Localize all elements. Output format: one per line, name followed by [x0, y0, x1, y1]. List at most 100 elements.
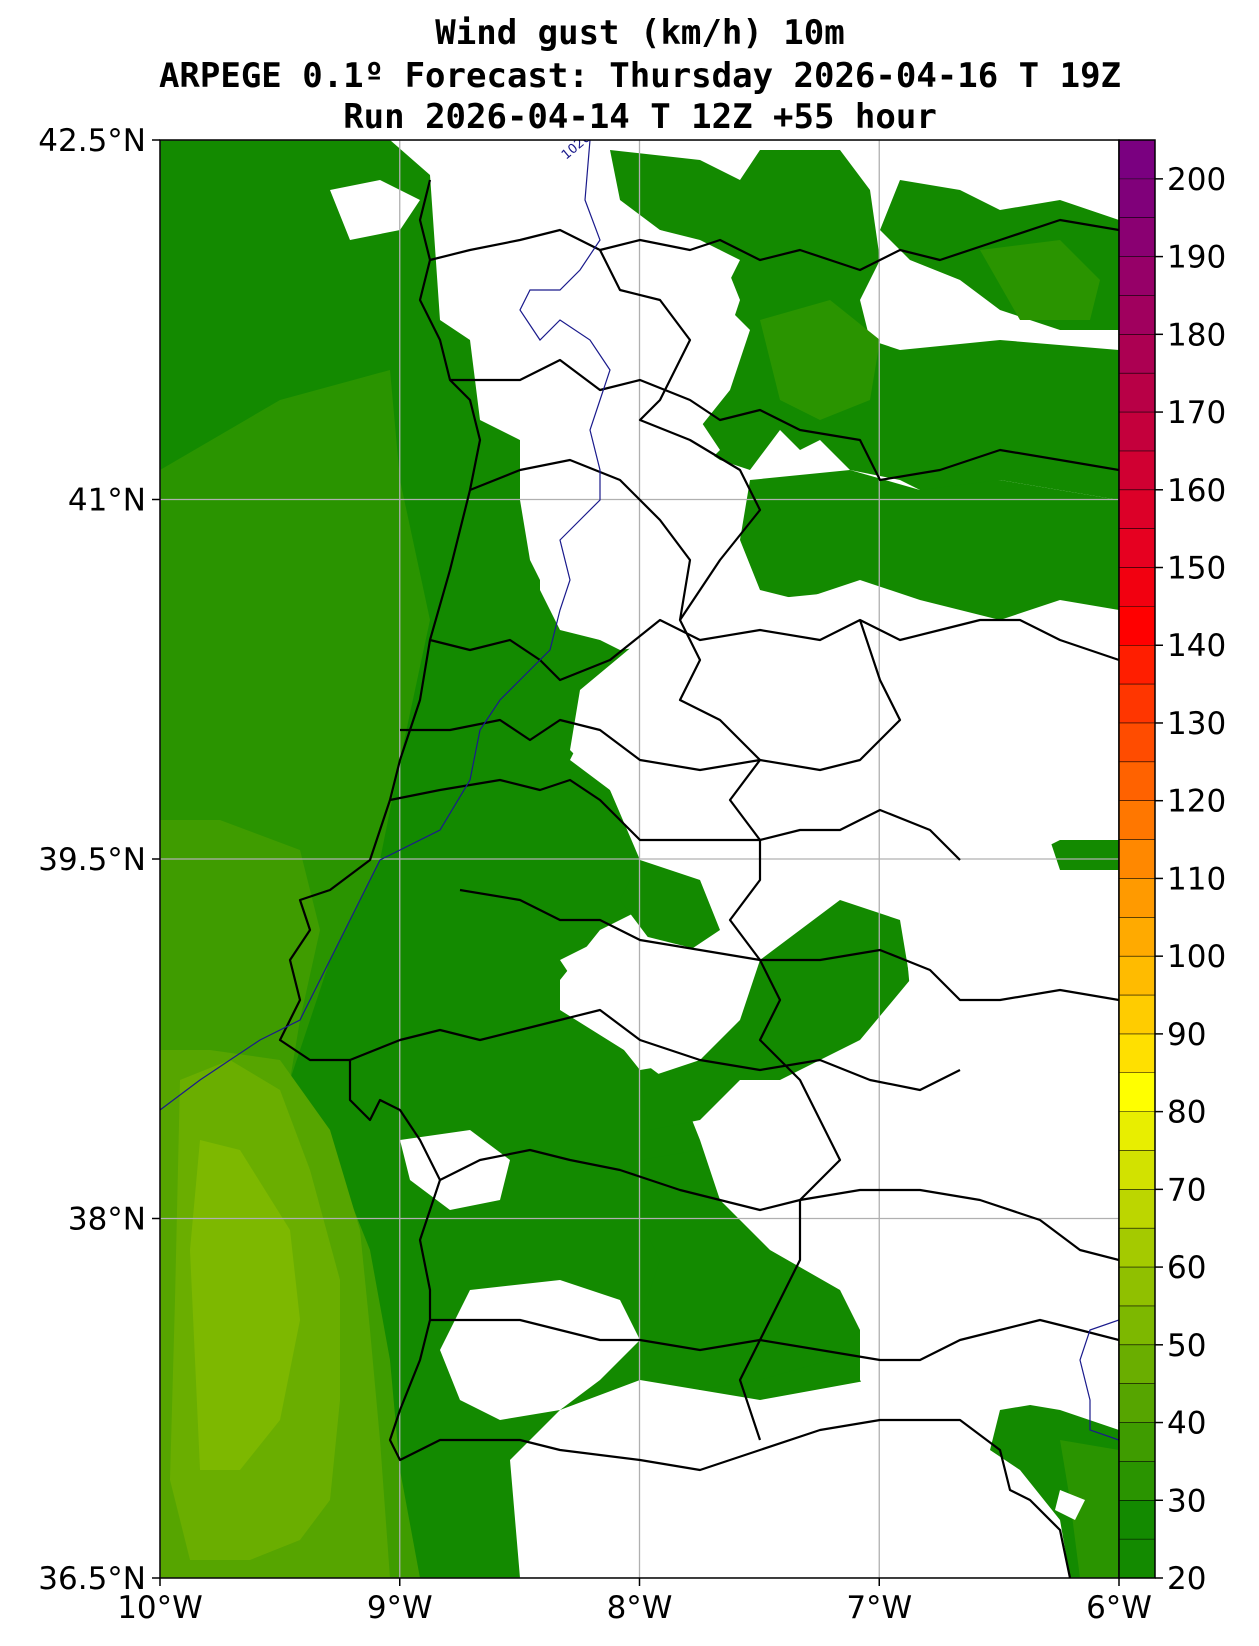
- colorbar-segment: [1119, 1033, 1155, 1073]
- colorbar-tick-label: 50: [1167, 1328, 1206, 1364]
- gust-patch-central-3: [640, 900, 910, 1130]
- x-tick-label: 7°W: [846, 1590, 912, 1626]
- calm-area-6: [400, 1130, 510, 1210]
- gust-patch-south-5: [1060, 1440, 1119, 1578]
- calm-area-8: [860, 1280, 1119, 1430]
- colorbar-segment: [1119, 489, 1155, 529]
- calm-area-9: [330, 180, 420, 240]
- colorbar-segment: [1119, 567, 1155, 607]
- gust-patch-north-4: [980, 240, 1100, 320]
- colorbar-segment: [1119, 295, 1155, 335]
- gust-field-ocean-55: [190, 1140, 300, 1470]
- colorbar-tick-label: 120: [1167, 784, 1226, 820]
- y-tick-label: 36.5°N: [38, 1561, 146, 1597]
- colorbar-tick-label: 140: [1167, 628, 1226, 664]
- colorbar-segment: [1119, 1267, 1155, 1306]
- colorbar-segment: [1119, 528, 1155, 568]
- district-lines-6: [459, 888, 1119, 1002]
- border-spain-north: [429, 218, 1119, 272]
- colorbar-segment: [1119, 684, 1155, 723]
- title-line-2: ARPEGE 0.1º Forecast: Thursday 2026-04-1…: [159, 56, 1121, 96]
- colorbar-segment: [1119, 917, 1155, 957]
- district-lines-3: [429, 618, 1119, 682]
- colorbar-segment: [1119, 722, 1155, 762]
- colorbar-tick-label: 20: [1167, 1561, 1206, 1597]
- x-tick-label: 8°W: [607, 1590, 673, 1626]
- colorbar-tick-label: 170: [1167, 395, 1226, 431]
- colorbar-segment: [1119, 800, 1155, 840]
- colorbar-tick-label: 180: [1167, 317, 1226, 353]
- coastline: [278, 179, 1072, 1578]
- colorbar-segment: [1119, 1150, 1155, 1190]
- colorbar-tick-label: 80: [1167, 1095, 1206, 1131]
- isobar-line-se: [1079, 1319, 1119, 1441]
- district-lines-4: [400, 619, 902, 772]
- colorbar-segment: [1119, 1189, 1155, 1229]
- colorbar-segment: [1119, 645, 1155, 685]
- calm-area-5: [720, 880, 1119, 1260]
- pressure-contour-1020: [160, 140, 1119, 1441]
- map-panel: 1020: [160, 140, 1119, 1578]
- x-tick-label: 9°W: [367, 1590, 433, 1626]
- colorbar-segment: [1119, 178, 1155, 218]
- calm-area-1: [480, 230, 740, 500]
- colorbar-segment: [1119, 1305, 1155, 1345]
- district-lines-2: [469, 458, 692, 621]
- calm-area-10: [1055, 1490, 1085, 1520]
- colorbar-tick-label: 190: [1167, 240, 1226, 276]
- colorbar-segment: [1119, 878, 1155, 918]
- gust-patch-north-3: [760, 300, 880, 420]
- calm-area-4: [560, 930, 760, 1070]
- x-axis-ticks: 10°W 9°W 8°W 7°W 6°W: [117, 1578, 1152, 1626]
- y-tick-label: 41°N: [68, 483, 146, 519]
- gust-patch-central-6: [1050, 840, 1119, 870]
- y-tick-label: 42.5°N: [38, 123, 146, 159]
- y-tick-label: 39.5°N: [38, 842, 146, 878]
- colorbar-tick-label: 130: [1167, 706, 1226, 742]
- colorbar-segment: [1119, 256, 1155, 296]
- district-lines-7: [349, 1008, 961, 1092]
- colorbar-segment: [1119, 1344, 1155, 1384]
- colorbar-tick-label: 40: [1167, 1406, 1206, 1442]
- colorbar-segment: [1119, 1072, 1155, 1112]
- colorbar-segment: [1119, 1422, 1155, 1462]
- colorbar-tick-label: 200: [1167, 162, 1226, 198]
- colorbar-tick-label: 30: [1167, 1483, 1206, 1519]
- district-lines-5: [389, 778, 961, 861]
- gust-patch-central-1: [740, 470, 1119, 620]
- colorbar-tick-label: 60: [1167, 1250, 1206, 1286]
- figure-title: Wind gust (km/h) 10m ARPEGE 0.1º Forecas…: [159, 13, 1121, 137]
- colorbar-segment: [1119, 839, 1155, 879]
- colorbar-segment: [1119, 140, 1155, 179]
- isobar-line: [160, 140, 611, 1111]
- colorbar-tick-label: 150: [1167, 551, 1226, 587]
- colorbar-segment: [1119, 450, 1155, 490]
- colorbar-segment: [1119, 412, 1155, 451]
- gust-patch-central-2: [620, 860, 720, 950]
- colorbar-segment: [1119, 1461, 1155, 1501]
- colorbar-tick-label: 100: [1167, 939, 1226, 975]
- colorbar-segment: [1119, 606, 1155, 646]
- colorbar-segment: [1119, 334, 1155, 374]
- y-tick-label: 38°N: [68, 1202, 146, 1238]
- colorbar-segment: [1119, 1111, 1155, 1151]
- x-tick-label: 6°W: [1086, 1590, 1152, 1626]
- colorbar-segment: [1119, 995, 1155, 1034]
- colorbar-tick-label: 70: [1167, 1172, 1206, 1208]
- coastline-and-borders: [278, 179, 1119, 1578]
- district-lines-8: [439, 1148, 1119, 1262]
- colorbar-segment: [1119, 1228, 1155, 1268]
- colorbar-tick-label: 90: [1167, 1017, 1206, 1053]
- colorbar-segment: [1119, 1383, 1155, 1423]
- colorbar-segment: [1119, 956, 1155, 996]
- gust-patch-south-1: [640, 1150, 860, 1390]
- calm-area-7: [440, 1280, 640, 1420]
- calm-area-3: [570, 590, 1119, 890]
- colorbar-frame: [1118, 139, 1156, 1579]
- colorbar: 20 30 40 50 60 70 80 90 100 110 120 130 140 150 160 170…: [1118, 139, 1226, 1597]
- colorbar-segment: [1119, 217, 1155, 257]
- colorbar-segment: [1119, 373, 1155, 413]
- colorbar-tick-label: 160: [1167, 473, 1226, 509]
- district-lines-9: [430, 1318, 1119, 1362]
